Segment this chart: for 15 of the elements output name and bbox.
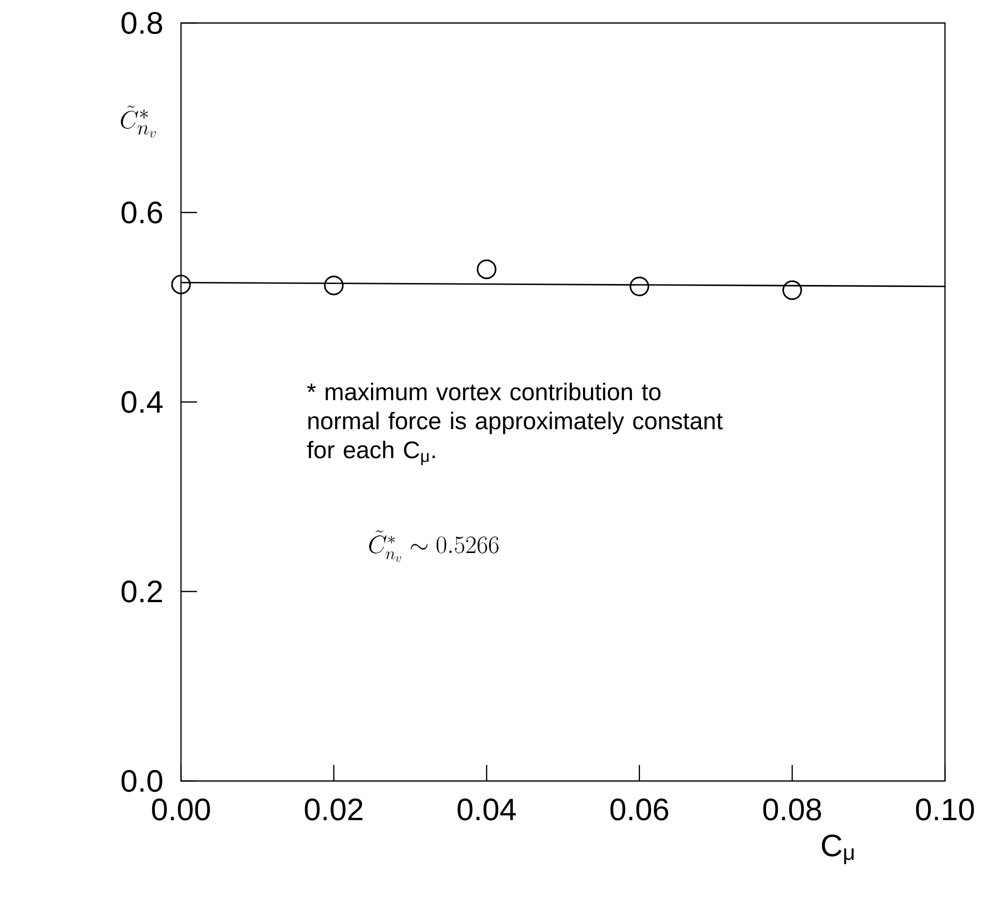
x-tick-label: 0.08 [763, 798, 822, 820]
annotation: * maximum vortex contribution to normal force is approximately constant for each C$_{μ}$. [307, 382, 723, 466]
x-tick-label: 0.00 [152, 798, 210, 820]
y-tick-label: 0.6 [122, 202, 162, 224]
y-tick-label: 0.4 [122, 391, 163, 413]
x-tick-label: 0.10 [916, 798, 974, 820]
x-tick-label: 0.06 [610, 798, 668, 820]
y-tick-label: 0.2 [122, 580, 162, 602]
y-tick-label: 0.8 [122, 12, 162, 34]
x-tick-label: 0.02 [304, 798, 362, 820]
y-axis-title: $\tilde{C}_{n_v}^{*}$ [120, 106, 156, 138]
x-tick-label: 0.04 [458, 798, 516, 820]
annotation: $\tilde{C}_{n_v}^{*} \sim 0.5266$ [369, 530, 499, 562]
y-tick-label: 0.0 [122, 770, 162, 792]
x-axis-title: C$_{μ}$ [822, 834, 854, 864]
